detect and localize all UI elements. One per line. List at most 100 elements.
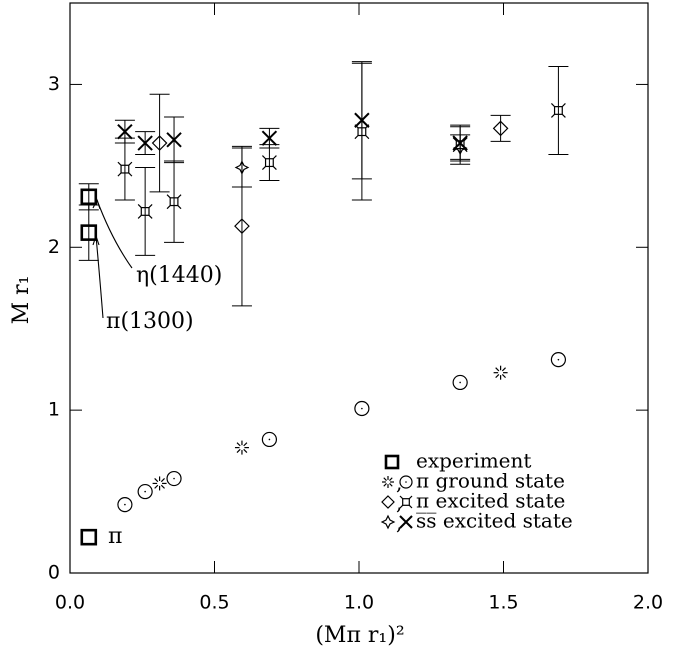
annotation: π(1300) [106, 309, 194, 334]
marker-dot [557, 358, 560, 361]
marker-stroke [399, 515, 413, 529]
marker-stroke [354, 112, 370, 128]
point [117, 123, 133, 140]
point [261, 155, 277, 171]
marker-diamond [151, 135, 168, 151]
marker-dot [173, 477, 175, 480]
marker-sparkle [380, 514, 396, 530]
marker-stroke [128, 161, 133, 166]
point [80, 188, 98, 206]
marker-stroke [452, 137, 457, 142]
marker-stroke [399, 504, 404, 509]
arrow [96, 199, 133, 269]
point [137, 135, 153, 151]
legend-label: π ground state [416, 469, 565, 493]
marker-octagon [550, 352, 567, 368]
marker-stroke [154, 484, 159, 489]
marker-stroke [550, 113, 555, 118]
marker-stroke [463, 137, 468, 142]
marker-stroke [389, 483, 393, 487]
point [137, 483, 153, 500]
legend-entry: experiment [384, 449, 531, 473]
y-tick-label: 1 [48, 399, 60, 421]
point [166, 132, 182, 148]
legend-separator: , [396, 471, 402, 495]
point [550, 103, 566, 118]
marker-stroke [154, 478, 159, 483]
marker-stroke [177, 194, 182, 199]
marker-stroke [365, 135, 370, 140]
legend-entry: , s̅s̅ excited state [380, 509, 573, 535]
point [117, 497, 133, 513]
marker-stroke [148, 204, 153, 209]
error-bar [164, 160, 185, 243]
x-tick-label: 1.5 [488, 592, 518, 614]
error-bar [548, 66, 569, 155]
marker-box [169, 197, 179, 207]
marker-dot [361, 407, 363, 410]
point [152, 476, 167, 491]
point [80, 224, 98, 241]
marker-stroke [261, 155, 266, 160]
marker-stroke [495, 367, 500, 372]
marker-stroke [408, 504, 413, 509]
marker-stroke [501, 367, 506, 372]
x-tick-label: 2.0 [633, 592, 663, 614]
marker-box [120, 164, 130, 174]
annotation-arrows [92, 198, 133, 319]
legend-separator: , [396, 511, 402, 535]
point [354, 400, 370, 417]
point [493, 365, 508, 380]
marker-diamond [234, 218, 250, 234]
marker-dot [144, 490, 146, 493]
marker-stroke [561, 113, 566, 118]
marker-stroke [261, 130, 278, 146]
point [452, 374, 468, 391]
legend-label: s̅s̅ excited state [416, 509, 573, 533]
x-tick-label: 0.5 [199, 592, 229, 614]
marker-dot [405, 481, 407, 483]
marker-octagon [354, 400, 370, 417]
marker-stroke [128, 172, 133, 177]
legend-entry: , π excited state [381, 489, 565, 515]
y-tick-label: 3 [48, 73, 60, 95]
marker-octagon [452, 374, 468, 391]
marker-stroke [408, 495, 413, 500]
marker-stroke [117, 172, 122, 177]
marker-box [402, 498, 410, 506]
y-tick-label: 0 [48, 562, 60, 584]
x-tick-label: 1.0 [344, 592, 374, 614]
point [452, 135, 468, 151]
marker-stroke [177, 205, 182, 210]
point [151, 135, 168, 151]
marker-stroke [236, 442, 241, 447]
error-bar [135, 166, 156, 256]
error-bar [259, 144, 280, 182]
marker-stroke [354, 135, 359, 140]
point [234, 218, 250, 234]
marker-stroke [243, 448, 248, 453]
marker-stroke [399, 495, 404, 500]
marker-stroke [117, 161, 122, 166]
marker-stroke [236, 448, 241, 453]
marker-box [553, 106, 563, 115]
marker-stroke [261, 166, 266, 171]
marker-stroke [561, 103, 566, 108]
marker-box [264, 158, 274, 168]
marker-diamond [492, 120, 509, 137]
x-axis-label: (Mπ r₁)² [315, 623, 404, 648]
marker-square [80, 528, 98, 546]
marker-square [80, 188, 98, 206]
error-bar [78, 183, 99, 211]
marker-stroke [148, 214, 153, 219]
point [166, 194, 182, 210]
error-bar [114, 137, 135, 201]
y-axis-label: M r₁ [9, 276, 34, 325]
point [117, 161, 133, 177]
marker-sparkle [234, 160, 250, 175]
legend-entry: , π ground state [382, 469, 565, 495]
marker-stroke [137, 204, 142, 209]
marker-dot [268, 438, 271, 441]
marker-stroke [272, 155, 277, 160]
